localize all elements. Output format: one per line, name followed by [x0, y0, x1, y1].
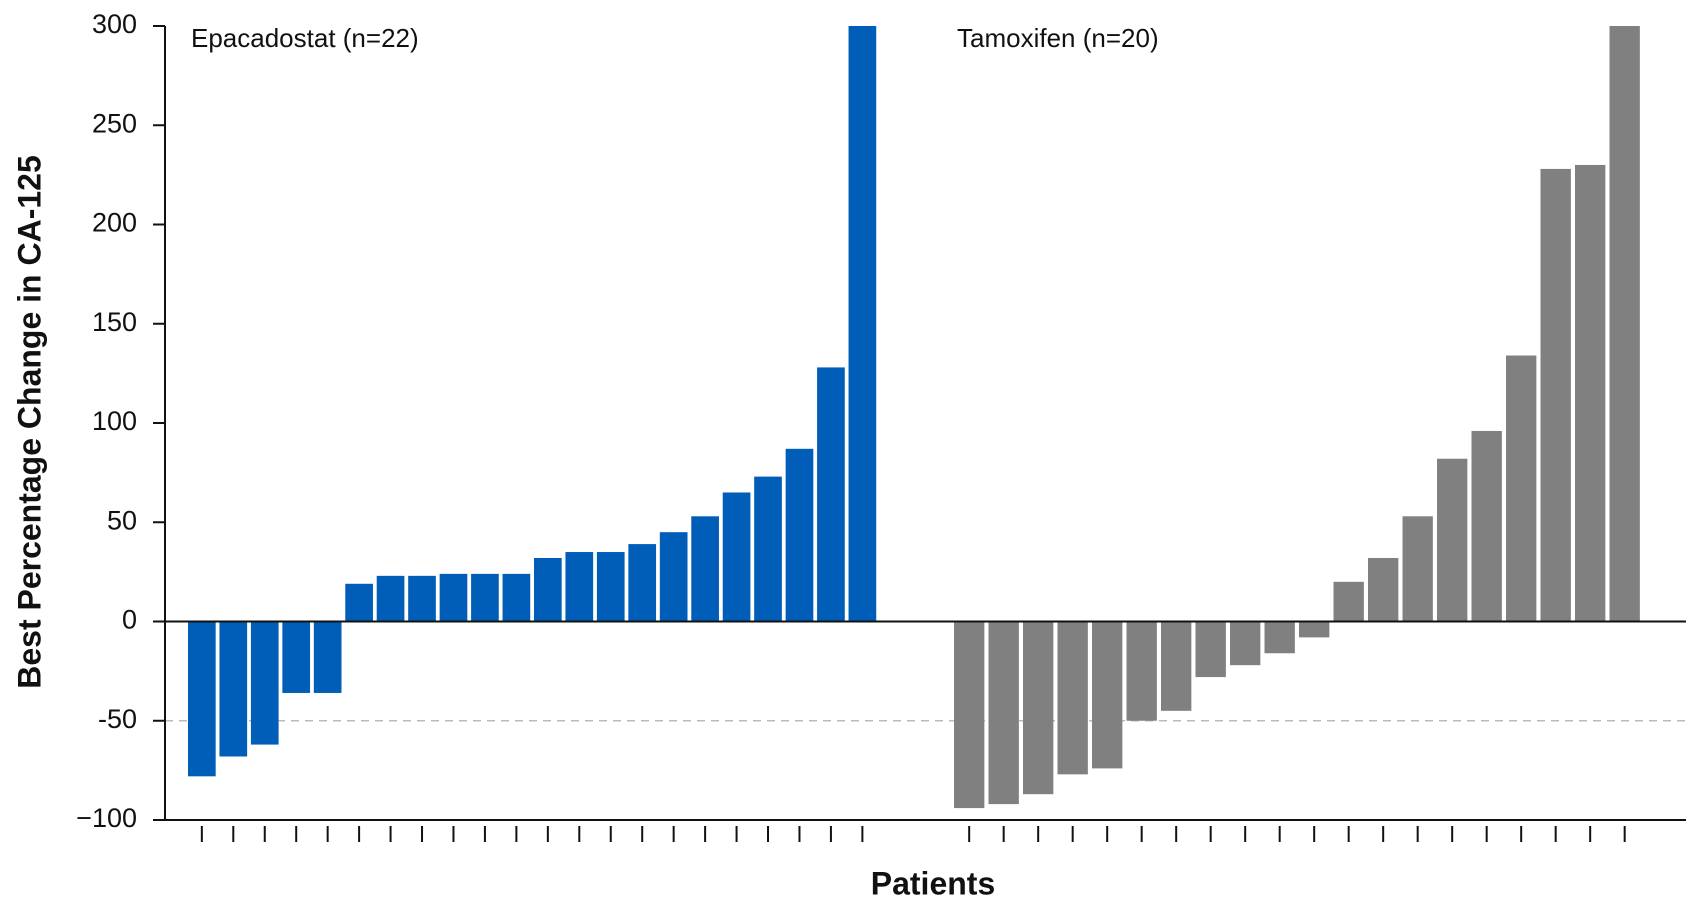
y-tick-label: 200	[92, 208, 137, 238]
bar	[988, 621, 1019, 805]
y-tick-label: 250	[92, 108, 137, 138]
bar	[1161, 621, 1192, 711]
bar	[817, 367, 845, 622]
bar	[219, 621, 248, 757]
y-axis-title: Best Percentage Change in CA-125	[11, 155, 47, 689]
bar	[1023, 621, 1054, 795]
bar	[313, 621, 342, 693]
bar	[565, 552, 594, 622]
bar	[785, 448, 814, 622]
bar	[1368, 557, 1399, 622]
group-label: Epacadostat (n=22)	[191, 23, 419, 53]
y-tick-label: −100	[76, 803, 137, 833]
bar	[502, 573, 531, 622]
bar	[1299, 621, 1330, 638]
bar	[628, 544, 657, 622]
bar	[1057, 621, 1088, 775]
bar	[188, 621, 216, 777]
bar	[345, 583, 373, 622]
bar	[691, 516, 719, 622]
bar	[1540, 168, 1571, 622]
bar	[439, 573, 468, 622]
bar	[1092, 621, 1123, 769]
bar	[1471, 430, 1502, 622]
bar	[722, 492, 751, 622]
bar	[1230, 621, 1261, 666]
bar	[754, 476, 782, 622]
y-tick-label: -50	[98, 704, 137, 734]
y-tick-label: 0	[122, 605, 137, 635]
bar	[534, 557, 562, 622]
group-label: Tamoxifen (n=20)	[957, 23, 1159, 53]
y-tick-label: 300	[92, 9, 137, 39]
bar	[1333, 581, 1364, 622]
bar	[1195, 621, 1226, 678]
bar	[1575, 164, 1606, 622]
bar	[376, 575, 405, 622]
bar	[1437, 458, 1468, 622]
bar	[596, 552, 625, 622]
bar	[1264, 621, 1295, 654]
x-axis-title: Patients	[871, 865, 995, 901]
bar	[848, 26, 877, 622]
bar	[1402, 516, 1433, 622]
bar	[471, 573, 499, 622]
bar	[659, 532, 688, 622]
bar	[1506, 355, 1537, 622]
y-tick-label: 150	[92, 307, 137, 337]
y-tick-label: 50	[107, 505, 137, 535]
bar	[1126, 621, 1157, 721]
y-tick-label: 100	[92, 406, 137, 436]
bar	[954, 621, 985, 809]
bar	[282, 621, 311, 693]
bar	[250, 621, 279, 745]
bar	[1609, 26, 1640, 622]
bar	[408, 575, 436, 622]
